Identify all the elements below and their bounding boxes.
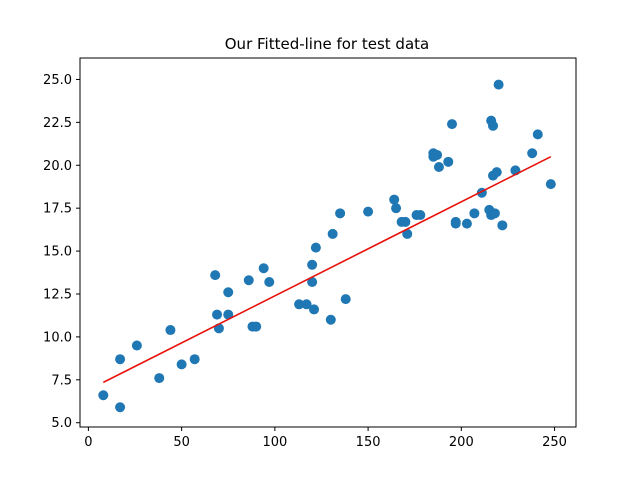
data-point	[532, 129, 543, 140]
data-point	[301, 299, 312, 310]
data-point	[497, 220, 508, 231]
data-point	[461, 218, 472, 229]
data-point	[450, 218, 461, 229]
data-point	[447, 119, 457, 130]
data-point	[469, 208, 480, 219]
data-point	[258, 263, 269, 274]
data-point	[327, 228, 338, 239]
data-point	[154, 373, 165, 384]
y-tick-label: 25.0	[43, 73, 72, 88]
data-point	[340, 294, 351, 305]
fitted-line	[102, 155, 552, 384]
data-point	[391, 203, 402, 214]
data-point	[115, 354, 126, 365]
x-tick-label: 200	[449, 435, 474, 450]
data-point	[294, 299, 305, 310]
chart-title: Our Fitted-line for test data	[225, 35, 429, 53]
y-tick-label: 20.0	[43, 159, 72, 174]
x-axis: 0 50 100 150 200 250	[84, 427, 567, 450]
data-point	[363, 206, 374, 217]
data-point	[307, 276, 318, 287]
x-tick-label: 250	[542, 435, 567, 450]
plot-area	[98, 79, 556, 413]
data-point	[310, 242, 321, 253]
data-point	[243, 275, 254, 286]
data-point	[432, 149, 443, 160]
data-point	[491, 167, 502, 178]
data-point	[131, 340, 142, 351]
axes-frame	[79, 57, 577, 428]
y-tick-label: 12.5	[43, 287, 72, 302]
y-tick-label: 5.0	[51, 416, 72, 431]
x-tick-label: 50	[173, 435, 190, 450]
data-point	[389, 194, 400, 205]
data-point	[415, 210, 426, 221]
data-point	[400, 216, 411, 227]
data-point	[433, 161, 444, 172]
data-point	[210, 270, 221, 281]
data-point	[493, 79, 504, 90]
data-point	[545, 179, 556, 190]
y-tick-label: 10.0	[43, 330, 72, 345]
x-tick-label: 100	[262, 435, 287, 450]
y-tick-label: 7.5	[51, 373, 72, 388]
data-point	[527, 148, 538, 159]
data-point	[98, 390, 109, 401]
data-point	[307, 259, 318, 270]
y-axis: 5.0 7.5 10.0 12.5 15.0 17.5 20.0 22.5 25.0	[43, 73, 80, 431]
x-tick-label: 0	[84, 435, 92, 450]
data-point	[335, 208, 346, 219]
data-point	[325, 314, 336, 325]
data-point	[402, 228, 413, 239]
data-point	[489, 208, 500, 219]
data-point	[251, 321, 262, 332]
data-point	[309, 304, 320, 315]
data-point	[488, 120, 499, 131]
data-point	[223, 309, 234, 320]
data-point	[212, 309, 223, 320]
data-point	[189, 354, 200, 365]
data-point	[223, 287, 234, 298]
data-point	[264, 276, 275, 287]
y-tick-label: 15.0	[43, 245, 72, 260]
data-point	[443, 156, 454, 167]
data-point	[115, 402, 126, 413]
data-point	[165, 325, 176, 336]
x-tick-label: 150	[356, 435, 381, 450]
y-tick-label: 22.5	[43, 116, 72, 131]
y-tick-label: 17.5	[43, 202, 72, 217]
data-point	[176, 359, 187, 370]
